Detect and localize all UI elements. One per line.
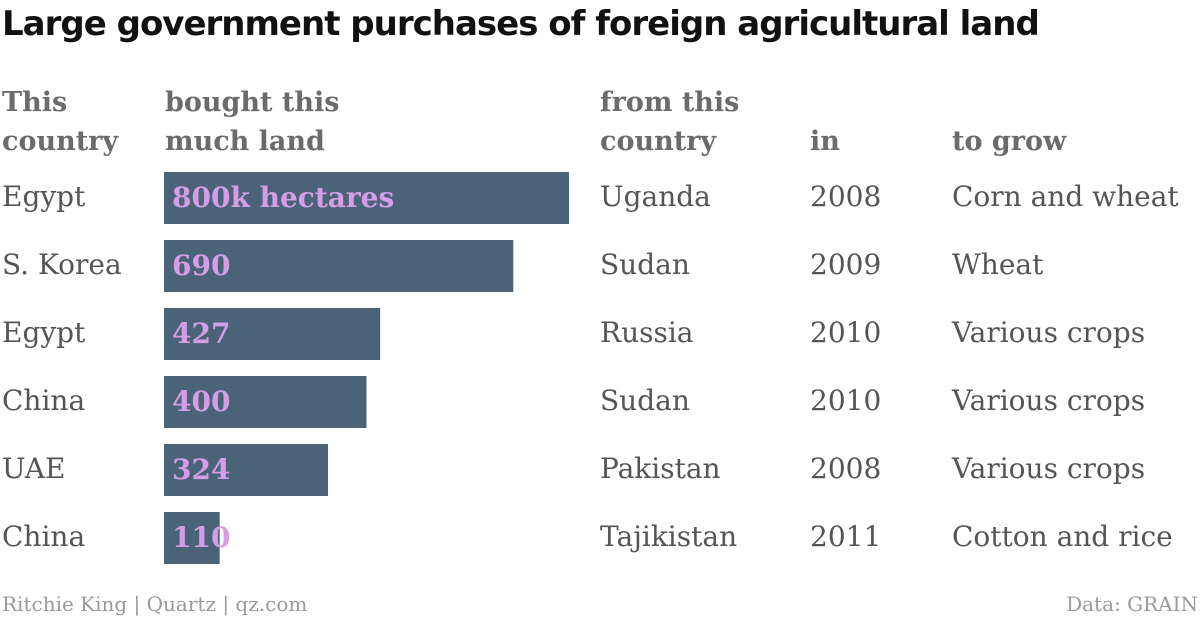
row-3-buyer: China: [2, 384, 86, 417]
header-buyer-country: This country: [2, 87, 119, 157]
bar-value-label-2: 427: [172, 317, 230, 350]
header-land-amount: bought this much land: [165, 87, 340, 157]
bar-4: [164, 444, 329, 496]
bar-5: [164, 512, 220, 564]
row-4-buyer: UAE: [2, 452, 66, 485]
bar-value-label-0: 800k hectares: [172, 181, 394, 214]
chart-title: Large government purchases of foreign ag…: [2, 4, 1040, 44]
row-0-crop: Corn and wheat: [952, 180, 1179, 213]
bar-1: [164, 240, 514, 292]
row-2-seller: Russia: [600, 316, 694, 349]
row-4-crop: Various crops: [952, 452, 1146, 485]
bar-value-label-1: 690: [172, 249, 230, 282]
row-1-buyer: S. Korea: [2, 248, 122, 281]
header-year: in: [810, 126, 840, 157]
bar-value-label-4: 324: [172, 453, 230, 486]
row-4-year: 2008: [810, 452, 882, 485]
row-2-year: 2010: [810, 316, 882, 349]
row-5-crop: Cotton and rice: [952, 520, 1173, 553]
row-2-buyer: Egypt: [2, 316, 86, 349]
row-1-seller: Sudan: [600, 248, 690, 281]
credit-text: Ritchie King | Quartz | qz.com: [2, 592, 308, 616]
row-1-crop: Wheat: [952, 248, 1044, 281]
header-seller-country: from this country: [600, 87, 740, 157]
bar-value-label-5: 110: [172, 521, 230, 554]
bar-2: [164, 308, 381, 360]
row-0-buyer: Egypt: [2, 180, 86, 213]
row-3-crop: Various crops: [952, 384, 1146, 417]
row-5-seller: Tajikistan: [600, 520, 738, 553]
row-3-seller: Sudan: [600, 384, 690, 417]
header-crop: to grow: [952, 126, 1067, 157]
row-1-year: 2009: [810, 248, 882, 281]
row-5-year: 2011: [810, 520, 882, 553]
bar-value-label-3: 400: [172, 385, 230, 418]
source-text: Data: GRAIN: [1066, 592, 1198, 616]
row-4-seller: Pakistan: [600, 452, 721, 485]
bar-3: [164, 376, 367, 428]
row-3-year: 2010: [810, 384, 882, 417]
row-2-crop: Various crops: [952, 316, 1146, 349]
row-5-buyer: China: [2, 520, 86, 553]
bar-0: [164, 172, 569, 224]
row-0-seller: Uganda: [600, 180, 711, 213]
row-0-year: 2008: [810, 180, 882, 213]
